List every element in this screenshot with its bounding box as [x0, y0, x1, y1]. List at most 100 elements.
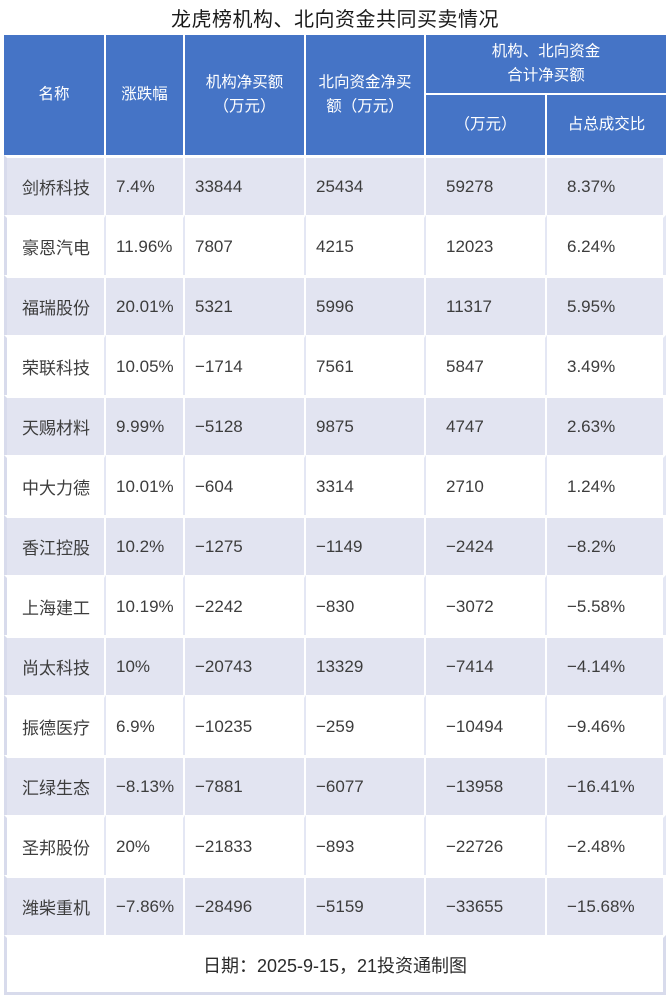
col-header-combined-group: 机构、北向资金 合计净买额: [426, 35, 667, 95]
table-row: 剑桥科技 7.4% 33844 25434 59278 8.37%: [4, 155, 667, 215]
cell-turnover-ratio: −8.2%: [547, 515, 667, 575]
cell-combined-net: 4747: [426, 395, 547, 455]
cell-turnover-ratio: 8.37%: [547, 155, 667, 215]
col-header-inst-net: 机构净买额 （万元）: [185, 35, 306, 155]
cell-combined-net: −10494: [426, 695, 547, 755]
cell-north-net: 13329: [306, 635, 426, 695]
cell-inst-net: −1275: [185, 515, 306, 575]
cell-name: 天赐材料: [4, 395, 106, 455]
cell-turnover-ratio: 5.95%: [547, 275, 667, 335]
table-header: 名称 涨跌幅 机构净买额 （万元） 北向资金净买 额（万元） 机构、北向资金 合…: [4, 35, 667, 155]
cell-north-net: −5159: [306, 875, 426, 935]
cell-turnover-ratio: −4.14%: [547, 635, 667, 695]
cell-name: 荣联科技: [4, 335, 106, 395]
page-title: 龙虎榜机构、北向资金共同买卖情况: [171, 9, 499, 31]
cell-change: −7.86%: [106, 875, 185, 935]
cell-combined-net: 59278: [426, 155, 547, 215]
table-row: 豪恩汽电 11.96% 7807 4215 12023 6.24%: [4, 215, 667, 275]
col-header-combined-ratio: 占总成交比: [547, 95, 667, 155]
cell-inst-net: −1714: [185, 335, 306, 395]
cell-north-net: −1149: [306, 515, 426, 575]
cell-change: 9.99%: [106, 395, 185, 455]
cell-turnover-ratio: 1.24%: [547, 455, 667, 515]
cell-turnover-ratio: −5.58%: [547, 575, 667, 635]
cell-name: 香江控股: [4, 515, 106, 575]
cell-inst-net: −28496: [185, 875, 306, 935]
cell-change: 6.9%: [106, 695, 185, 755]
cell-change: 20.01%: [106, 275, 185, 335]
cell-name: 潍柴重机: [4, 875, 106, 935]
cell-north-net: 5996: [306, 275, 426, 335]
cell-change: 11.96%: [106, 215, 185, 275]
cell-name: 中大力德: [4, 455, 106, 515]
stocks-table: 名称 涨跌幅 机构净买额 （万元） 北向资金净买 额（万元） 机构、北向资金 合…: [4, 35, 667, 995]
cell-name: 圣邦股份: [4, 815, 106, 875]
cell-turnover-ratio: −16.41%: [547, 755, 667, 815]
cell-change: 7.4%: [106, 155, 185, 215]
table-row: 香江控股 10.2% −1275 −1149 −2424 −8.2%: [4, 515, 667, 575]
cell-turnover-ratio: 2.63%: [547, 395, 667, 455]
cell-name: 振德医疗: [4, 695, 106, 755]
cell-inst-net: −21833: [185, 815, 306, 875]
cell-inst-net: 7807: [185, 215, 306, 275]
cell-change: −8.13%: [106, 755, 185, 815]
cell-turnover-ratio: 3.49%: [547, 335, 667, 395]
cell-inst-net: −7881: [185, 755, 306, 815]
cell-combined-net: −3072: [426, 575, 547, 635]
cell-inst-net: −5128: [185, 395, 306, 455]
table-row: 潍柴重机 −7.86% −28496 −5159 −33655 −15.68%: [4, 875, 667, 935]
cell-change: 20%: [106, 815, 185, 875]
cell-combined-net: −2424: [426, 515, 547, 575]
cell-combined-net: −33655: [426, 875, 547, 935]
table-footer: 日期：2025-9-15，21投资通制图: [4, 935, 667, 995]
cell-north-net: −893: [306, 815, 426, 875]
cell-north-net: 7561: [306, 335, 426, 395]
cell-name: 剑桥科技: [4, 155, 106, 215]
cell-combined-net: 5847: [426, 335, 547, 395]
cell-turnover-ratio: −15.68%: [547, 875, 667, 935]
cell-north-net: 3314: [306, 455, 426, 515]
col-header-north-net: 北向资金净买 额（万元）: [306, 35, 426, 155]
col-header-combined-amount: （万元）: [426, 95, 547, 155]
cell-turnover-ratio: −2.48%: [547, 815, 667, 875]
table-row: 振德医疗 6.9% −10235 −259 −10494 −9.46%: [4, 695, 667, 755]
table-row: 荣联科技 10.05% −1714 7561 5847 3.49%: [4, 335, 667, 395]
footer-note: 日期：2025-9-15，21投资通制图: [4, 935, 667, 995]
cell-inst-net: −20743: [185, 635, 306, 695]
cell-change: 10.01%: [106, 455, 185, 515]
cell-combined-net: 12023: [426, 215, 547, 275]
cell-change: 10.19%: [106, 575, 185, 635]
cell-north-net: −830: [306, 575, 426, 635]
cell-name: 上海建工: [4, 575, 106, 635]
cell-inst-net: −2242: [185, 575, 306, 635]
cell-inst-net: −10235: [185, 695, 306, 755]
cell-combined-net: 2710: [426, 455, 547, 515]
cell-name: 福瑞股份: [4, 275, 106, 335]
cell-inst-net: −604: [185, 455, 306, 515]
cell-turnover-ratio: −9.46%: [547, 695, 667, 755]
cell-name: 尚太科技: [4, 635, 106, 695]
cell-change: 10%: [106, 635, 185, 695]
cell-combined-net: −7414: [426, 635, 547, 695]
col-header-name: 名称: [4, 35, 106, 155]
cell-north-net: 25434: [306, 155, 426, 215]
cell-north-net: 9875: [306, 395, 426, 455]
cell-change: 10.2%: [106, 515, 185, 575]
cell-north-net: −259: [306, 695, 426, 755]
cell-name: 豪恩汽电: [4, 215, 106, 275]
table-row: 中大力德 10.01% −604 3314 2710 1.24%: [4, 455, 667, 515]
table-row: 福瑞股份 20.01% 5321 5996 11317 5.95%: [4, 275, 667, 335]
cell-north-net: −6077: [306, 755, 426, 815]
table-row: 上海建工 10.19% −2242 −830 −3072 −5.58%: [4, 575, 667, 635]
table-row: 天赐材料 9.99% −5128 9875 4747 2.63%: [4, 395, 667, 455]
cell-name: 汇绿生态: [4, 755, 106, 815]
cell-combined-net: −22726: [426, 815, 547, 875]
cell-turnover-ratio: 6.24%: [547, 215, 667, 275]
cell-combined-net: 11317: [426, 275, 547, 335]
cell-north-net: 4215: [306, 215, 426, 275]
table-body: 剑桥科技 7.4% 33844 25434 59278 8.37% 豪恩汽电 11.96% 78…: [4, 155, 667, 935]
cell-inst-net: 5321: [185, 275, 306, 335]
cell-inst-net: 33844: [185, 155, 306, 215]
cell-change: 10.05%: [106, 335, 185, 395]
